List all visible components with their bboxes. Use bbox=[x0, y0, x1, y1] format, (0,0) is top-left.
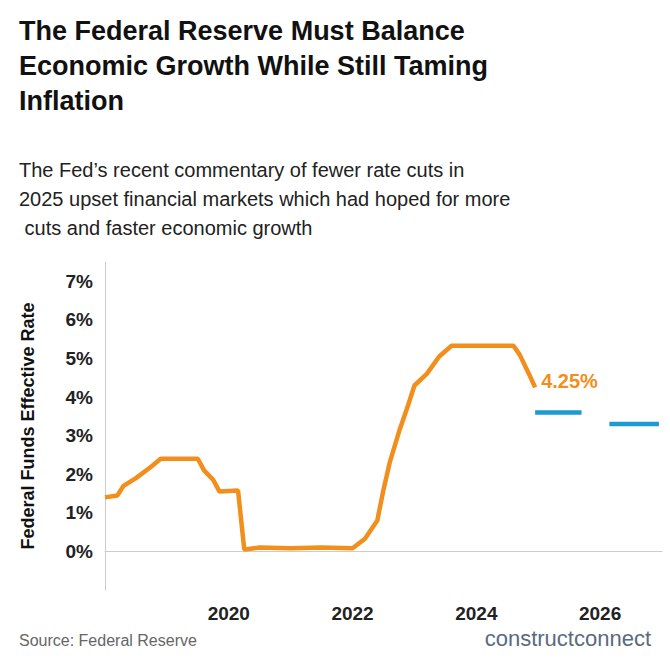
svg-text:cuts and faster economic growt: cuts and faster economic growth bbox=[19, 217, 312, 239]
svg-text:Inflation: Inflation bbox=[19, 86, 124, 116]
svg-text:constructconnect: constructconnect bbox=[485, 626, 651, 651]
svg-text:6%: 6% bbox=[66, 309, 94, 330]
svg-text:2020: 2020 bbox=[208, 603, 250, 624]
svg-text:2025 upset financial markets w: 2025 upset financial markets which had h… bbox=[19, 188, 510, 210]
svg-text:5%: 5% bbox=[66, 348, 94, 369]
svg-text:4%: 4% bbox=[66, 387, 94, 408]
svg-text:2024: 2024 bbox=[455, 603, 498, 624]
svg-text:2022: 2022 bbox=[331, 603, 373, 624]
svg-text:3%: 3% bbox=[66, 425, 94, 446]
svg-text:Source: Federal Reserve: Source: Federal Reserve bbox=[19, 632, 197, 649]
svg-text:1%: 1% bbox=[66, 502, 94, 523]
svg-text:The Federal Reserve Must Balan: The Federal Reserve Must Balance bbox=[19, 16, 472, 46]
svg-text:2026: 2026 bbox=[579, 603, 621, 624]
svg-text:0%: 0% bbox=[66, 541, 94, 562]
svg-text:7%: 7% bbox=[66, 271, 94, 292]
svg-text:4.25%: 4.25% bbox=[541, 370, 598, 392]
svg-text:Economic Growth While Still Ta: Economic Growth While Still Taming bbox=[19, 51, 496, 81]
svg-text:2%: 2% bbox=[66, 464, 94, 485]
svg-text:The Fed’s recent commentary of: The Fed’s recent commentary of fewer rat… bbox=[19, 159, 470, 181]
svg-text:Federal Funds Effective Rate: Federal Funds Effective Rate bbox=[18, 302, 38, 549]
